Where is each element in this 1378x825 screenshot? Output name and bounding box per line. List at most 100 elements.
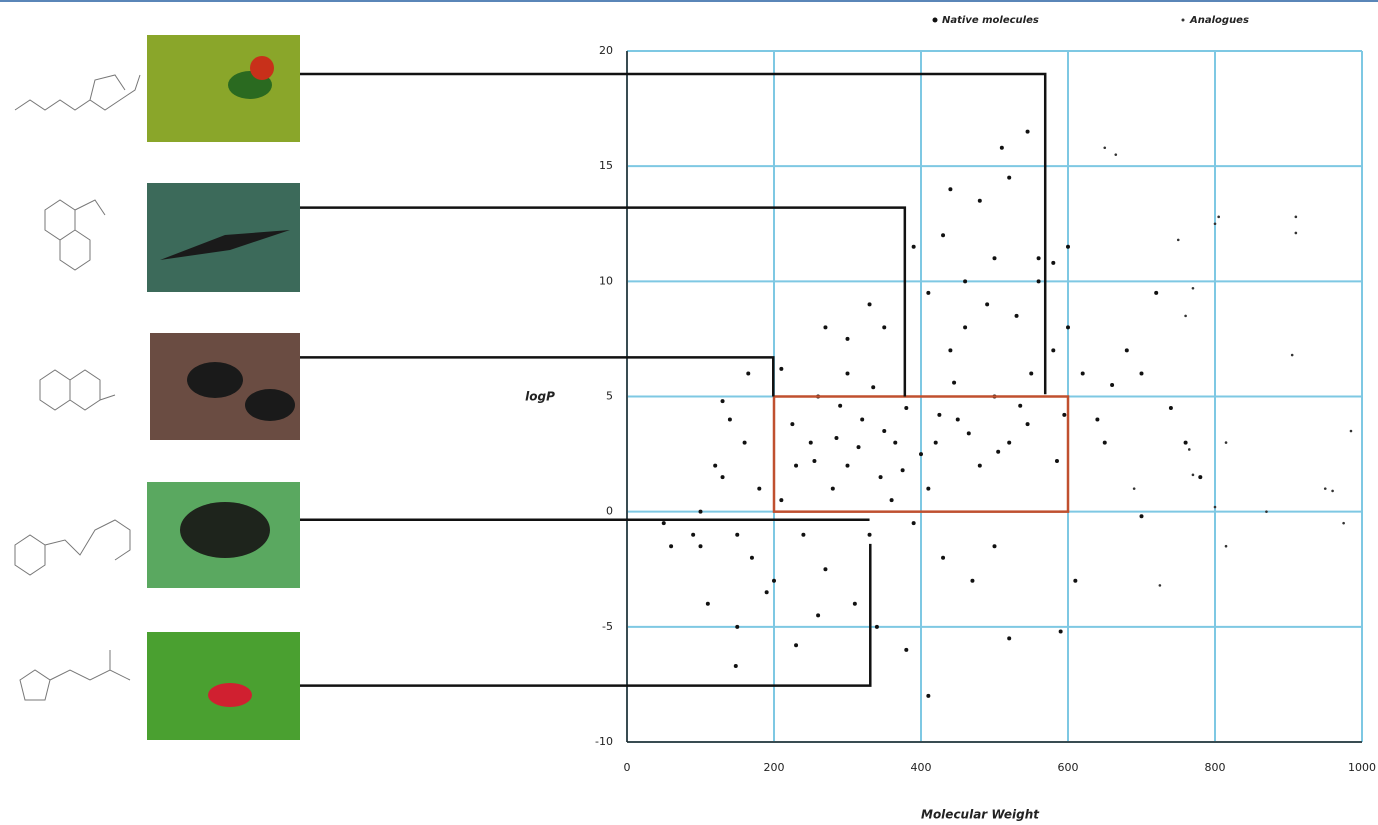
point <box>846 337 850 341</box>
point <box>1066 245 1070 249</box>
point <box>823 325 827 329</box>
point <box>956 418 960 422</box>
point <box>1029 371 1033 375</box>
point <box>1095 418 1099 422</box>
point <box>893 441 897 445</box>
photo-detail <box>180 502 270 558</box>
point <box>926 694 930 698</box>
point <box>746 371 750 375</box>
point <box>662 521 666 525</box>
point <box>967 431 971 435</box>
point <box>735 625 739 629</box>
point <box>1159 584 1162 587</box>
point <box>853 602 857 606</box>
point <box>948 187 952 191</box>
point <box>937 413 941 417</box>
point <box>1225 441 1228 444</box>
point <box>809 441 813 445</box>
x-axis-label: Molecular Weight <box>921 808 1040 822</box>
y-tick-label: 0 <box>606 505 613 518</box>
y-axis-label: logP <box>525 390 555 404</box>
point <box>713 464 717 468</box>
point <box>912 521 916 525</box>
point <box>1350 430 1353 433</box>
point <box>871 385 875 389</box>
point <box>721 399 725 403</box>
point <box>1000 146 1004 150</box>
point <box>970 579 974 583</box>
point <box>912 245 916 249</box>
point <box>996 450 1000 454</box>
point <box>846 371 850 375</box>
point <box>1140 371 1144 375</box>
point <box>1066 325 1070 329</box>
point <box>735 533 739 537</box>
point <box>1081 371 1085 375</box>
point <box>952 381 956 385</box>
point <box>1051 261 1055 265</box>
point <box>1192 287 1195 290</box>
point <box>882 429 886 433</box>
point <box>734 664 738 668</box>
y-tick-label: 20 <box>599 44 613 57</box>
point <box>838 404 842 408</box>
point <box>857 445 861 449</box>
structure-5 <box>20 650 130 700</box>
chart: Molecular Weight logP -10-50510152002004… <box>0 0 1378 825</box>
point <box>1059 629 1063 633</box>
point <box>901 468 905 472</box>
point <box>1125 348 1129 352</box>
point <box>1177 239 1180 242</box>
point <box>985 302 989 306</box>
point <box>978 464 982 468</box>
point <box>993 544 997 548</box>
y-tick-label: -5 <box>602 620 613 633</box>
point <box>963 325 967 329</box>
point <box>1342 522 1345 525</box>
x-tick-label: 800 <box>1205 761 1226 774</box>
y-tick-label: 15 <box>599 159 613 172</box>
point <box>868 533 872 537</box>
callout-line <box>300 544 870 686</box>
point <box>831 487 835 491</box>
point <box>1037 279 1041 283</box>
point <box>721 475 725 479</box>
point <box>1133 487 1136 490</box>
structure-3 <box>40 370 115 410</box>
point <box>1026 422 1030 426</box>
point <box>1007 636 1011 640</box>
point <box>794 643 798 647</box>
point <box>1018 404 1022 408</box>
point <box>699 544 703 548</box>
point <box>1198 475 1202 479</box>
photo-detail <box>245 389 295 421</box>
point <box>1055 459 1059 463</box>
point <box>1192 474 1195 477</box>
point <box>1073 579 1077 583</box>
point <box>765 590 769 594</box>
point <box>790 422 794 426</box>
point <box>1051 348 1055 352</box>
photo-detail <box>208 683 252 707</box>
structure-1 <box>15 75 140 110</box>
point <box>941 233 945 237</box>
point <box>963 279 967 283</box>
point <box>926 487 930 491</box>
point <box>1214 222 1217 225</box>
point <box>823 567 827 571</box>
point <box>1015 314 1019 318</box>
photo-detail <box>187 362 243 398</box>
point <box>728 418 732 422</box>
x-tick-label: 200 <box>764 761 785 774</box>
x-tick-label: 600 <box>1058 761 1079 774</box>
point <box>1114 153 1117 156</box>
point <box>1265 510 1268 513</box>
point <box>801 533 805 537</box>
point <box>1140 514 1144 518</box>
point <box>1217 216 1220 219</box>
callout-line <box>300 208 905 397</box>
y-tick-label: -10 <box>595 735 613 748</box>
photos <box>147 35 300 740</box>
point <box>860 418 864 422</box>
point <box>669 544 673 548</box>
